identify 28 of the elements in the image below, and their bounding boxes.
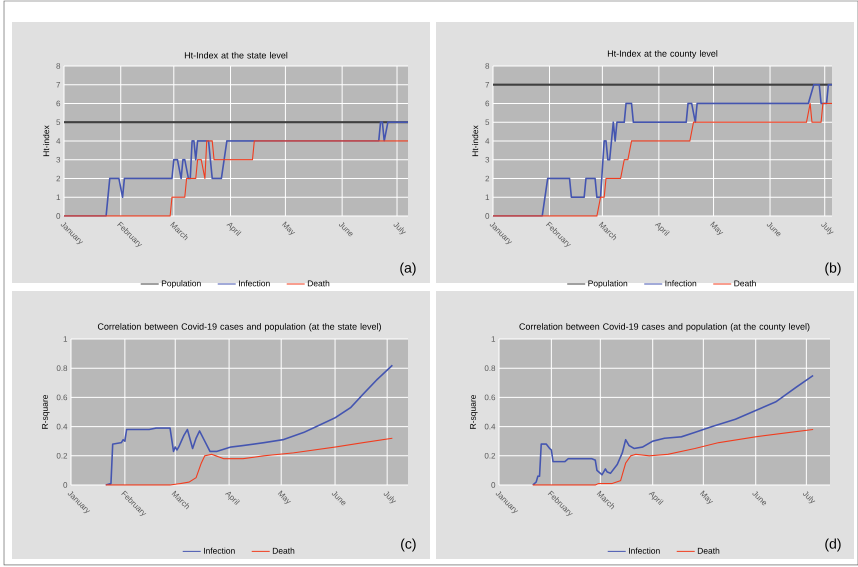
y-axis-title: R-square — [42, 394, 50, 429]
text: (d) — [825, 538, 841, 552]
chart-title: Ht-Index at the state level — [184, 52, 288, 58]
line-series — [532, 374, 814, 486]
legend-label: Infection — [665, 280, 696, 286]
legend-label: Death — [272, 548, 294, 554]
y-axis-title: Ht-index — [472, 125, 478, 156]
line-series — [105, 438, 393, 486]
line-series — [532, 428, 814, 486]
legend-label: Death — [308, 280, 330, 286]
legend-label: Death — [734, 280, 756, 286]
line-series — [104, 364, 394, 486]
legend-label: Infection — [238, 280, 270, 286]
text: (a) — [400, 262, 416, 276]
line-series — [63, 140, 409, 217]
text: (b) — [825, 262, 841, 276]
legend-label: Death — [698, 548, 720, 554]
legend-label: Population — [588, 280, 628, 288]
chart-title: Ht-Index at the county level — [608, 50, 718, 58]
legend-label: Infection — [204, 548, 235, 554]
chart-title: Correlation between Covid-19 cases and population (at the state level) — [98, 323, 381, 332]
y-axis-title: R-square — [470, 394, 478, 429]
chart-title: Correlation between Covid-19 cases and population (at the county level) — [519, 323, 810, 332]
y-axis-title: Ht-index — [42, 125, 50, 156]
text: (c) — [401, 538, 416, 552]
legend-label: Infection — [628, 548, 660, 554]
line-series — [63, 121, 409, 217]
legend-label: Population — [162, 280, 201, 288]
